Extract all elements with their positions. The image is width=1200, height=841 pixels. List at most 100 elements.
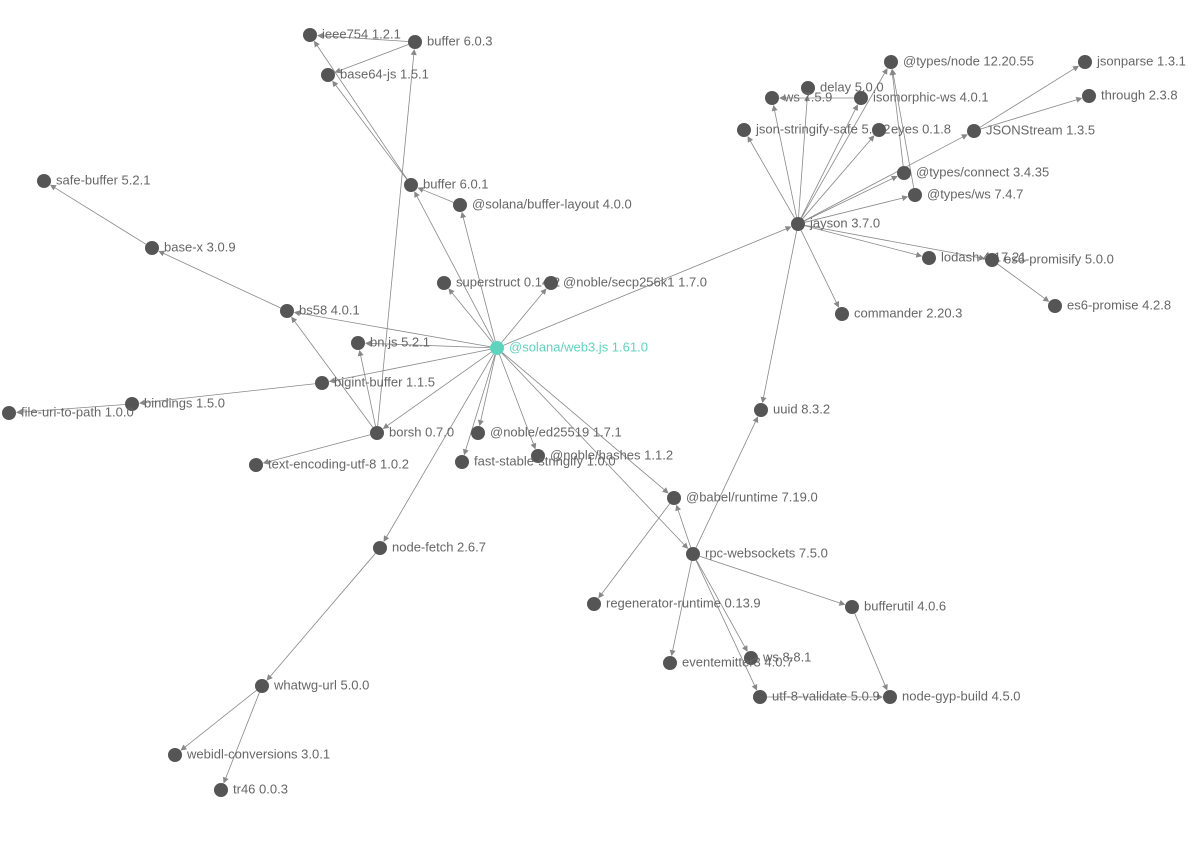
graph-node[interactable] [370, 426, 384, 440]
graph-node-label: through 2.3.8 [1101, 87, 1178, 102]
graph-node-label: es6-promise 4.2.8 [1067, 297, 1171, 312]
edge-arrow-icon [902, 195, 909, 201]
graph-node[interactable] [2, 406, 16, 420]
graph-node-label: node-gyp-build 4.5.0 [902, 688, 1021, 703]
graph-node-label: whatwg-url 5.0.0 [273, 677, 369, 692]
graph-node[interactable] [908, 188, 922, 202]
graph-node[interactable] [214, 783, 228, 797]
graph-node-label: uuid 8.3.2 [773, 401, 830, 416]
graph-node-label: base-x 3.0.9 [164, 239, 236, 254]
graph-node[interactable] [455, 455, 469, 469]
graph-node-label: base64-js 1.5.1 [340, 66, 429, 81]
graph-node[interactable] [737, 123, 751, 137]
graph-node[interactable] [753, 690, 767, 704]
graph-node[interactable] [351, 336, 365, 350]
graph-node[interactable] [667, 491, 681, 505]
edge-arrow-icon [448, 288, 454, 295]
graph-node[interactable] [280, 304, 294, 318]
graph-node[interactable] [884, 55, 898, 69]
edge [763, 231, 796, 398]
graph-node[interactable] [897, 166, 911, 180]
graph-node[interactable] [453, 198, 467, 212]
graph-node[interactable] [765, 91, 779, 105]
graph-node-label: @noble/secp256k1 1.7.0 [563, 274, 707, 289]
edge-arrow-icon [478, 420, 484, 427]
graph-node[interactable] [249, 458, 263, 472]
edge [801, 230, 836, 303]
graph-node[interactable] [544, 276, 558, 290]
graph-node[interactable] [168, 748, 182, 762]
edge-arrow-icon [291, 317, 297, 324]
graph-node-label: rpc-websockets 7.5.0 [705, 545, 828, 560]
edge [335, 85, 406, 180]
graph-node[interactable] [303, 28, 317, 42]
edge-arrow-icon [747, 136, 753, 143]
edge-arrow-icon [761, 397, 767, 403]
graph-node[interactable] [373, 541, 387, 555]
graph-node-label: bindings 1.5.0 [144, 395, 225, 410]
graph-node[interactable] [471, 426, 485, 440]
graph-node-label: ws 7.5.9 [783, 89, 832, 104]
edge-arrow-icon [662, 487, 669, 493]
graph-node[interactable] [1082, 89, 1096, 103]
edge [998, 264, 1045, 299]
graph-node[interactable] [872, 123, 886, 137]
graph-node-label: node-fetch 2.6.7 [392, 539, 486, 554]
graph-node[interactable] [587, 597, 601, 611]
graph-node-label: jsonparse 1.3.1 [1096, 53, 1186, 68]
graph-node[interactable] [437, 276, 451, 290]
edge-arrow-icon [839, 600, 846, 606]
graph-node-label: ieee754 1.2.1 [322, 26, 401, 41]
edge [855, 613, 885, 685]
edge [501, 293, 543, 343]
graph-node-label: @types/connect 3.4.35 [916, 164, 1049, 179]
edge-arrow-icon [463, 449, 469, 456]
graph-node-label: bs58 4.0.1 [299, 302, 360, 317]
edge [422, 190, 453, 203]
graph-node[interactable] [754, 403, 768, 417]
graph-node[interactable] [922, 251, 936, 265]
graph-node-label: commander 2.20.3 [854, 305, 962, 320]
graph-node[interactable] [967, 124, 981, 138]
edge [270, 553, 375, 676]
graph-node-label: @types/ws 7.4.7 [927, 186, 1023, 201]
graph-node[interactable] [985, 253, 999, 267]
graph-node[interactable] [791, 217, 805, 231]
edge-arrow-icon [670, 650, 676, 656]
graph-node[interactable] [1048, 299, 1062, 313]
graph-node[interactable] [321, 68, 335, 82]
edge-arrow-icon [916, 252, 923, 258]
edge-arrow-icon [411, 49, 417, 55]
edge [163, 253, 280, 308]
graph-node-root[interactable] [490, 341, 504, 355]
edge [803, 139, 871, 218]
edge [750, 141, 794, 218]
graph-node-label: webidl-conversions 3.0.1 [186, 746, 330, 761]
graph-node[interactable] [663, 656, 677, 670]
graph-node-label: file-uri-to-path 1.0.0 [21, 404, 134, 419]
graph-node[interactable] [37, 174, 51, 188]
graph-node[interactable] [404, 178, 418, 192]
edge-arrow-icon [1072, 66, 1079, 72]
graph-node[interactable] [315, 376, 329, 390]
graph-node[interactable] [255, 679, 269, 693]
graph-node-label: bn.js 5.2.1 [370, 334, 430, 349]
graph-node[interactable] [1078, 55, 1092, 69]
graph-node[interactable] [845, 600, 859, 614]
graph-node[interactable] [408, 35, 422, 49]
graph-node-label: buffer 6.0.1 [423, 176, 489, 191]
graph-node-label: es6-promisify 5.0.0 [1004, 251, 1114, 266]
graph-node-label: @noble/ed25519 1.7.1 [490, 424, 622, 439]
graph-node-label: buffer 6.0.3 [427, 33, 493, 48]
edge-arrow-icon [332, 81, 338, 88]
graph-node-label: regenerator-runtime 0.13.9 [606, 595, 761, 610]
graph-node[interactable] [835, 307, 849, 321]
graph-node[interactable] [854, 91, 868, 105]
edge-arrow-icon [384, 535, 390, 542]
graph-node[interactable] [686, 547, 700, 561]
edge-arrow-icon [598, 592, 604, 599]
graph-node[interactable] [145, 241, 159, 255]
graph-node-label: tr46 0.0.3 [233, 781, 288, 796]
edge [378, 54, 414, 426]
graph-node[interactable] [883, 690, 897, 704]
